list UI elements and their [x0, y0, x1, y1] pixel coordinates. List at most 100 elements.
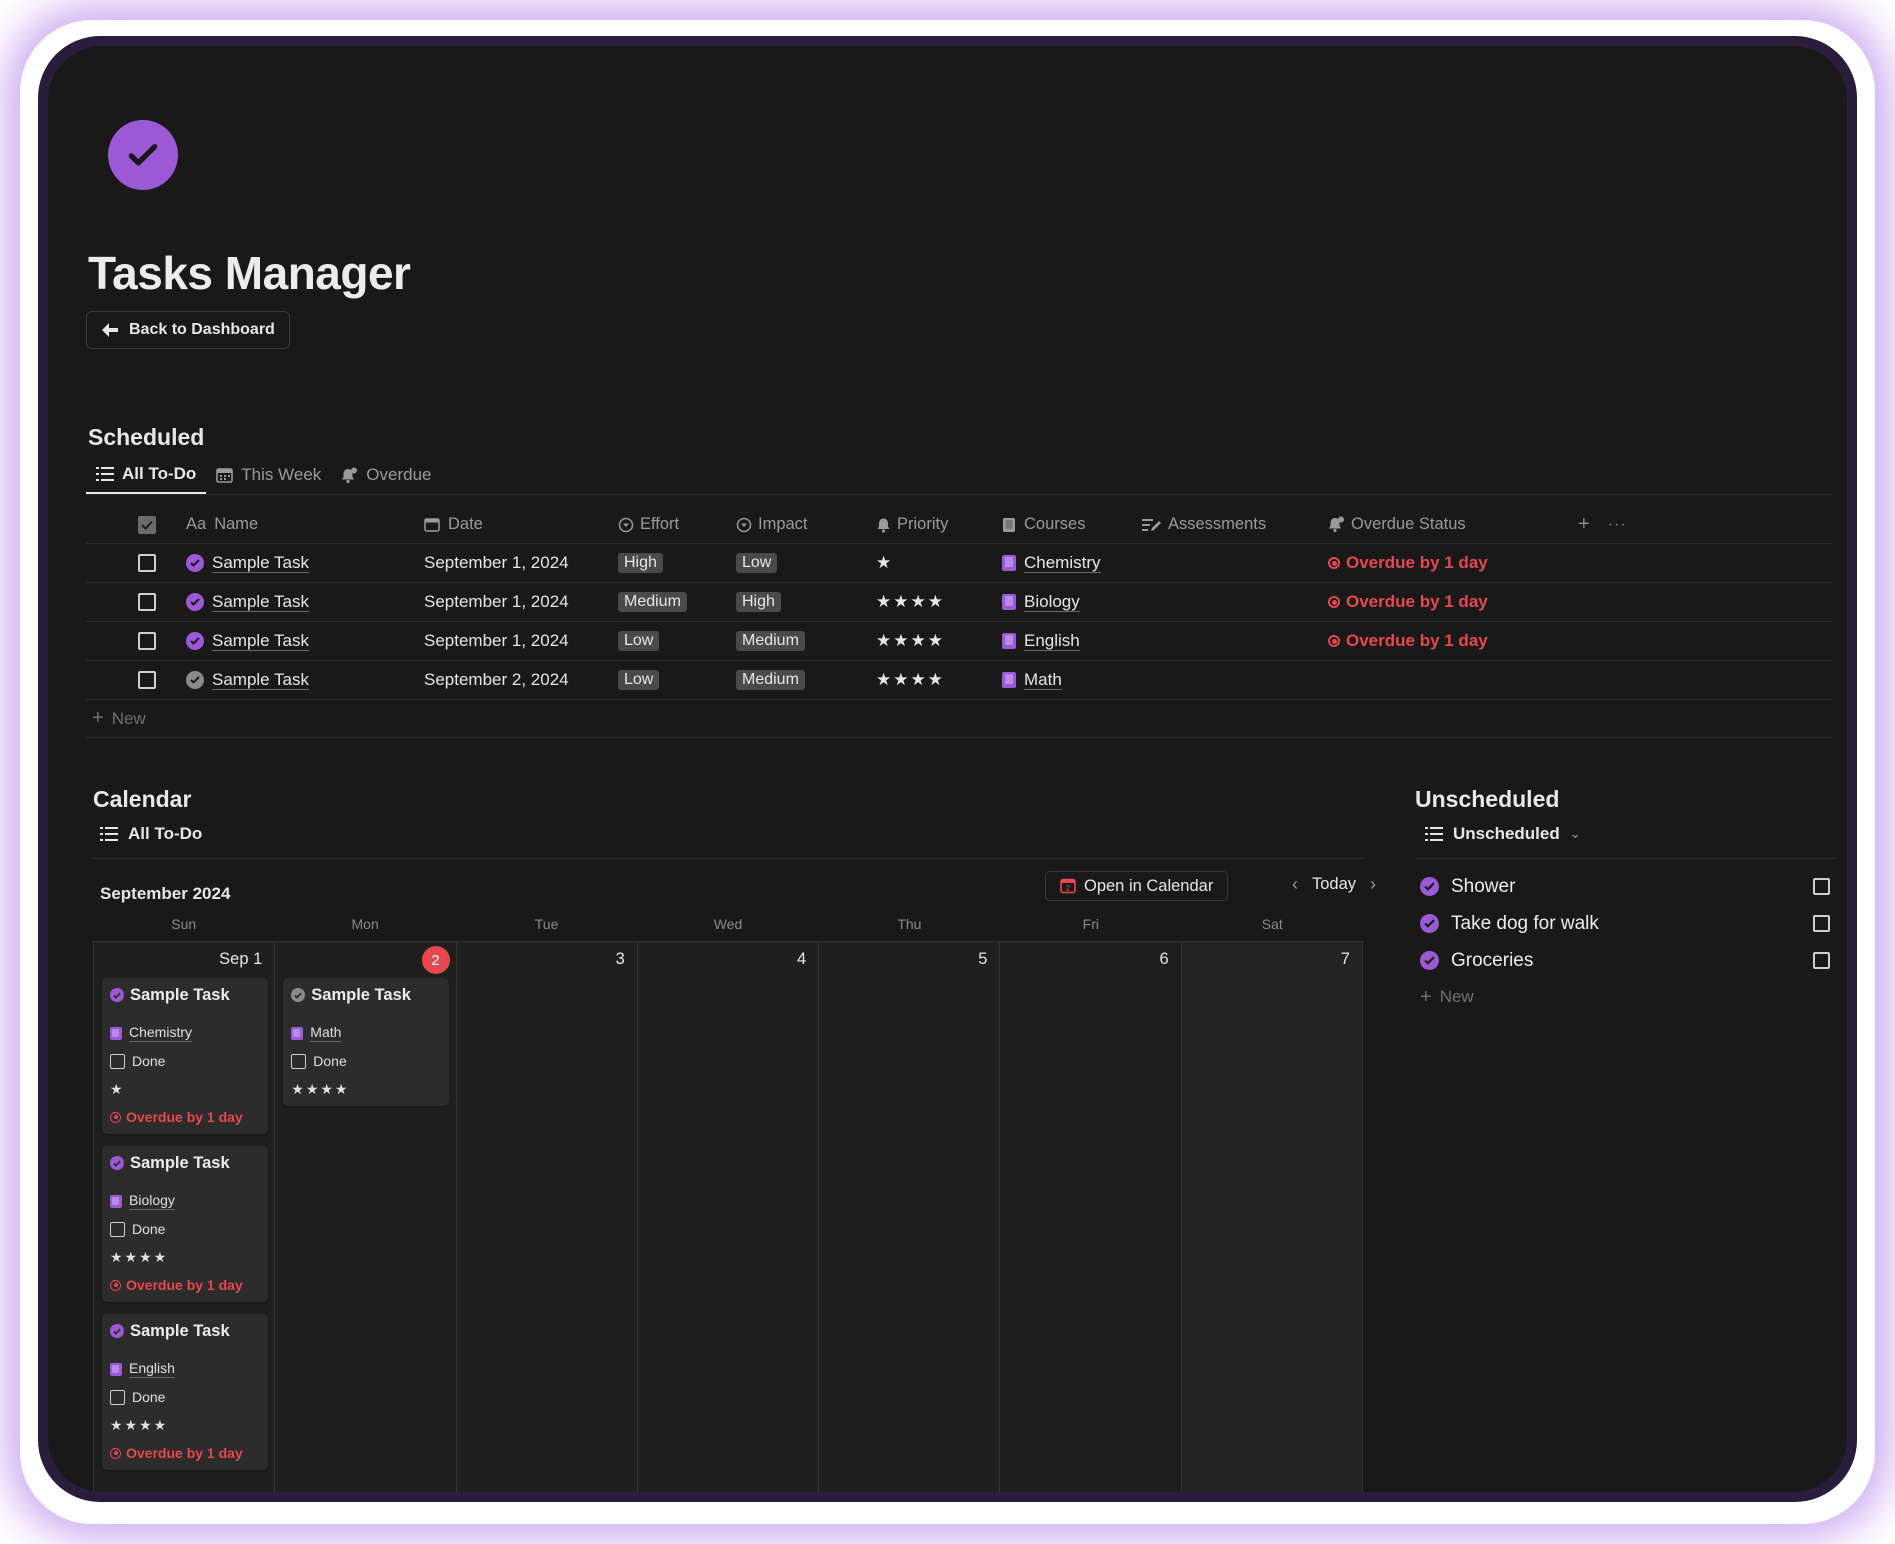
calendar-day-cell[interactable]: Sep 1 Sample Task Chemistry Done ★ Overd… [93, 942, 275, 1492]
card-priority: ★★★★ [110, 1248, 169, 1265]
open-in-calendar-button[interactable]: 2 Open in Calendar [1045, 871, 1229, 901]
more-options-icon[interactable]: ··· [1607, 515, 1627, 533]
unscheduled-view-tab[interactable]: Unscheduled ⌄ [1425, 824, 1581, 844]
list-item[interactable]: Take dog for walk [1420, 905, 1830, 942]
task-name-link[interactable]: Sample Task [212, 591, 310, 613]
plus-icon: + [1420, 985, 1432, 1008]
effort-cell: Medium [618, 592, 736, 612]
new-item-label: New [1439, 987, 1474, 1006]
book-icon [1002, 593, 1016, 610]
item-checkbox[interactable] [1813, 878, 1830, 895]
weekday-header: Sun Mon Tue Wed Thu Fri Sat [93, 916, 1363, 932]
chevron-right-icon[interactable]: › [1370, 874, 1377, 894]
card-title: Sample Task [311, 985, 411, 1004]
weekday-label: Sun [171, 916, 197, 932]
done-checkbox[interactable] [291, 1053, 307, 1069]
select-icon [736, 517, 752, 532]
tab-this-week[interactable]: This Week [206, 456, 331, 494]
overdue-status: Overdue by 1 day [1346, 553, 1488, 572]
edit-lines-icon [1142, 518, 1161, 531]
bell-icon [342, 467, 358, 483]
done-label: Done [132, 1053, 166, 1069]
list-icon [100, 827, 118, 841]
calendar-task-card[interactable]: Sample Task Math Done ★★★★ [283, 978, 450, 1106]
column-name[interactable]: Aa Name [164, 515, 424, 534]
priority-stars: ★★★★ [876, 592, 945, 611]
calendar-day-cell[interactable]: 3 [455, 942, 637, 1492]
check-circle-icon [1420, 914, 1439, 933]
calendar-day-cell[interactable]: 6 [999, 942, 1181, 1492]
calendar-day-cell[interactable]: 5 [818, 942, 1000, 1492]
table-row[interactable]: Sample Task September 1, 2024 Medium Hig… [86, 583, 1832, 622]
row-checkbox-cell [86, 554, 164, 572]
calendar-task-card[interactable]: Sample Task English Done ★★★★ Overdue by… [102, 1314, 268, 1470]
column-actions: + ··· [1578, 513, 1658, 536]
column-date[interactable]: Date [424, 515, 618, 534]
card-course[interactable]: English [129, 1360, 175, 1378]
weekday-label: Sat [1261, 916, 1283, 932]
course-link[interactable]: Biology [1024, 591, 1080, 613]
card-course[interactable]: Chemistry [129, 1024, 193, 1042]
calendar-day-cell[interactable]: 7 [1180, 942, 1363, 1492]
item-label: Shower [1451, 875, 1516, 897]
column-overdue-status[interactable]: Overdue Status [1328, 515, 1578, 534]
checkmark-icon [128, 144, 158, 166]
item-checkbox[interactable] [1813, 952, 1830, 969]
list-item[interactable]: Shower [1420, 868, 1830, 905]
task-date: September 1, 2024 [424, 631, 569, 650]
column-assessments[interactable]: Assessments [1142, 515, 1328, 534]
chevron-left-icon[interactable]: ‹ [1292, 874, 1298, 894]
tab-overdue[interactable]: Overdue [331, 456, 441, 494]
column-priority[interactable]: Priority [876, 515, 1002, 534]
day-number: 7 [1340, 950, 1350, 968]
weekday-label: Tue [534, 916, 559, 932]
item-checkbox[interactable] [1813, 915, 1830, 932]
table-row[interactable]: Sample Task September 2, 2024 Low Medium… [86, 661, 1832, 700]
task-name-link[interactable]: Sample Task [212, 630, 310, 652]
row-checkbox[interactable] [138, 671, 156, 689]
scheduled-heading: Scheduled [88, 424, 205, 450]
table-row[interactable]: Sample Task September 1, 2024 Low Medium… [86, 622, 1832, 661]
card-course[interactable]: Math [310, 1024, 342, 1042]
tab-all-to-do[interactable]: All To-Do [86, 456, 207, 494]
calendar-day-cell[interactable]: 4 [636, 942, 819, 1492]
done-checkbox[interactable] [110, 1221, 125, 1237]
task-name-link[interactable]: Sample Task [212, 669, 310, 691]
new-row-button[interactable]: + New [86, 700, 1832, 738]
header-checkbox-icon[interactable] [138, 515, 156, 534]
item-label: Groceries [1451, 949, 1534, 971]
overdue-dot-icon [1328, 635, 1340, 647]
card-priority: ★★★★ [110, 1416, 169, 1433]
done-checkbox[interactable] [110, 1053, 125, 1069]
row-checkbox[interactable] [138, 593, 156, 611]
today-button[interactable]: Today [1312, 875, 1357, 893]
task-date: September 1, 2024 [424, 553, 569, 572]
column-courses[interactable]: Courses [1002, 515, 1142, 534]
calendar-task-card[interactable]: Sample Task Chemistry Done ★ Overdue by … [102, 978, 268, 1134]
done-checkbox[interactable] [110, 1389, 125, 1405]
list-item[interactable]: Groceries [1420, 942, 1830, 979]
column-effort[interactable]: Effort [618, 515, 736, 534]
tab-this-week-label: This Week [241, 465, 322, 484]
course-link[interactable]: English [1024, 630, 1080, 652]
arrow-left-icon [102, 323, 118, 337]
calendar-day-cell[interactable]: 2 Sample Task Math Done ★★★★ [274, 942, 456, 1492]
back-to-dashboard-button[interactable]: Back to Dashboard [86, 311, 290, 349]
effort-cell: Low [618, 670, 736, 690]
card-course[interactable]: Biology [129, 1192, 175, 1210]
table-row[interactable]: Sample Task September 1, 2024 High Low ★… [86, 544, 1832, 583]
task-name-link[interactable]: Sample Task [212, 552, 310, 574]
calendar-task-card[interactable]: Sample Task Biology Done ★★★★ Overdue by… [102, 1146, 268, 1302]
course-link[interactable]: Math [1024, 669, 1062, 691]
calendar-view-tab[interactable]: All To-Do [100, 824, 202, 844]
plus-icon[interactable]: + [1578, 513, 1590, 535]
list-icon [96, 467, 114, 481]
priority-stars: ★★★★ [876, 670, 945, 689]
day-number: 5 [978, 950, 988, 968]
course-link[interactable]: Chemistry [1024, 552, 1101, 574]
new-item-button[interactable]: + New [1420, 979, 1830, 1015]
column-impact[interactable]: Impact [736, 515, 876, 534]
card-title: Sample Task [130, 985, 230, 1004]
row-checkbox[interactable] [138, 632, 156, 650]
row-checkbox[interactable] [138, 554, 156, 572]
